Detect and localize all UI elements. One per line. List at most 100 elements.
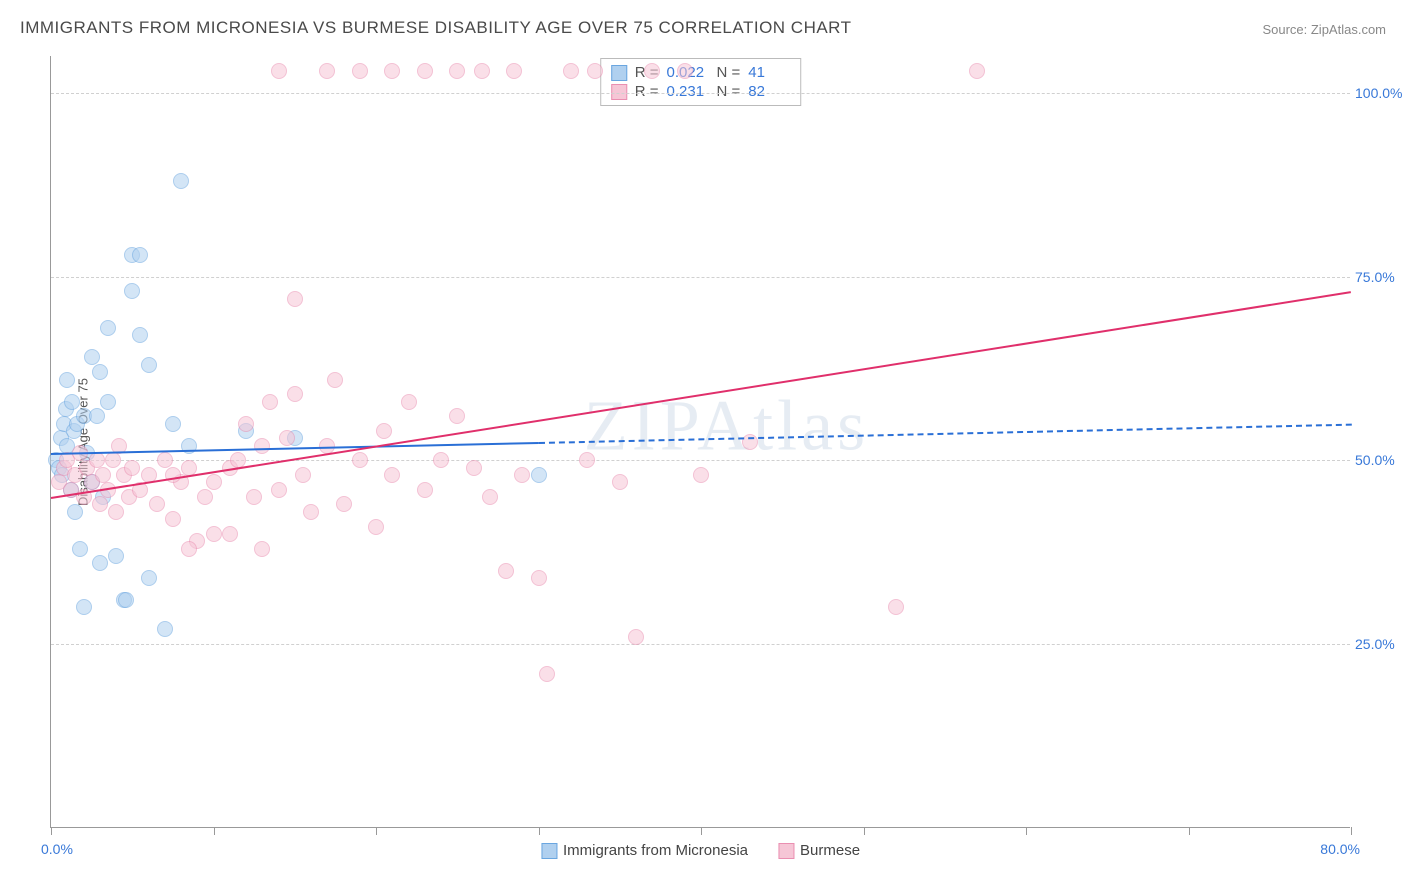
scatter-point <box>92 555 108 571</box>
scatter-point <box>531 570 547 586</box>
scatter-point <box>401 394 417 410</box>
scatter-point <box>118 592 134 608</box>
scatter-point <box>64 394 80 410</box>
legend-label-a: Immigrants from Micronesia <box>563 842 748 859</box>
y-tick-label: 50.0% <box>1355 452 1400 468</box>
scatter-point <box>449 408 465 424</box>
scatter-point <box>563 63 579 79</box>
x-tick <box>701 827 702 835</box>
swatch-series-b <box>611 84 627 100</box>
scatter-point <box>271 63 287 79</box>
y-tick-label: 100.0% <box>1355 85 1400 101</box>
scatter-point <box>449 63 465 79</box>
scatter-point <box>181 541 197 557</box>
gridline <box>51 644 1350 645</box>
scatter-point <box>376 423 392 439</box>
scatter-point <box>336 496 352 512</box>
scatter-point <box>246 489 262 505</box>
scatter-point <box>108 504 124 520</box>
scatter-point <box>89 408 105 424</box>
scatter-point <box>417 63 433 79</box>
scatter-point <box>165 416 181 432</box>
scatter-point <box>105 452 121 468</box>
x-tick <box>1189 827 1190 835</box>
scatter-point <box>587 63 603 79</box>
plot-area: Disability Age Over 75 ZIPAtlas R = 0.02… <box>50 56 1350 828</box>
scatter-point <box>466 460 482 476</box>
correlation-stats-box: R = 0.022 N = 41 R = 0.231 N = 82 <box>600 58 802 106</box>
chart-title: IMMIGRANTS FROM MICRONESIA VS BURMESE DI… <box>20 18 852 38</box>
scatter-point <box>92 496 108 512</box>
x-axis-min-label: 0.0% <box>41 841 73 857</box>
legend-label-b: Burmese <box>800 842 860 859</box>
watermark: ZIPAtlas <box>584 385 869 468</box>
x-tick <box>214 827 215 835</box>
scatter-point <box>506 63 522 79</box>
r-value-b: 0.231 <box>667 83 709 100</box>
scatter-point <box>295 467 311 483</box>
scatter-point <box>157 621 173 637</box>
scatter-point <box>319 63 335 79</box>
gridline <box>51 93 1350 94</box>
scatter-point <box>95 467 111 483</box>
scatter-point <box>514 467 530 483</box>
r-label: R = <box>635 83 659 100</box>
scatter-point <box>124 460 140 476</box>
x-axis-max-label: 80.0% <box>1320 841 1360 857</box>
scatter-point <box>132 327 148 343</box>
scatter-point <box>165 467 181 483</box>
legend-item-a: Immigrants from Micronesia <box>541 842 748 859</box>
n-value-b: 82 <box>748 83 790 100</box>
legend-item-b: Burmese <box>778 842 860 859</box>
scatter-point <box>108 548 124 564</box>
scatter-point <box>677 63 693 79</box>
scatter-point <box>149 496 165 512</box>
scatter-point <box>279 430 295 446</box>
gridline <box>51 277 1350 278</box>
y-tick-label: 25.0% <box>1355 636 1400 652</box>
scatter-point <box>238 416 254 432</box>
scatter-point <box>531 467 547 483</box>
legend-swatch-a <box>541 843 557 859</box>
n-label: N = <box>717 83 741 100</box>
stats-row-series-a: R = 0.022 N = 41 <box>611 63 791 82</box>
scatter-point <box>206 526 222 542</box>
y-tick-label: 75.0% <box>1355 269 1400 285</box>
scatter-point <box>433 452 449 468</box>
scatter-point <box>67 504 83 520</box>
scatter-point <box>384 467 400 483</box>
x-tick <box>539 827 540 835</box>
scatter-point <box>92 364 108 380</box>
scatter-point <box>693 467 709 483</box>
scatter-point <box>254 541 270 557</box>
scatter-point <box>165 511 181 527</box>
scatter-point <box>76 599 92 615</box>
scatter-point <box>206 474 222 490</box>
scatter-point <box>141 357 157 373</box>
x-tick <box>51 827 52 835</box>
scatter-point <box>644 63 660 79</box>
scatter-point <box>327 372 343 388</box>
scatter-point <box>417 482 433 498</box>
scatter-point <box>628 629 644 645</box>
scatter-point <box>89 452 105 468</box>
scatter-point <box>254 438 270 454</box>
scatter-point <box>482 489 498 505</box>
scatter-point <box>197 489 213 505</box>
scatter-point <box>222 526 238 542</box>
source-label: Source: ZipAtlas.com <box>1262 22 1386 37</box>
scatter-point <box>969 63 985 79</box>
stats-row-series-b: R = 0.231 N = 82 <box>611 82 791 101</box>
n-label: N = <box>717 64 741 81</box>
scatter-point <box>888 599 904 615</box>
x-tick <box>864 827 865 835</box>
scatter-point <box>612 474 628 490</box>
scatter-point <box>539 666 555 682</box>
scatter-point <box>368 519 384 535</box>
scatter-point <box>262 394 278 410</box>
scatter-point <box>498 563 514 579</box>
scatter-point <box>271 482 287 498</box>
scatter-point <box>474 63 490 79</box>
scatter-point <box>72 541 88 557</box>
x-tick <box>1026 827 1027 835</box>
